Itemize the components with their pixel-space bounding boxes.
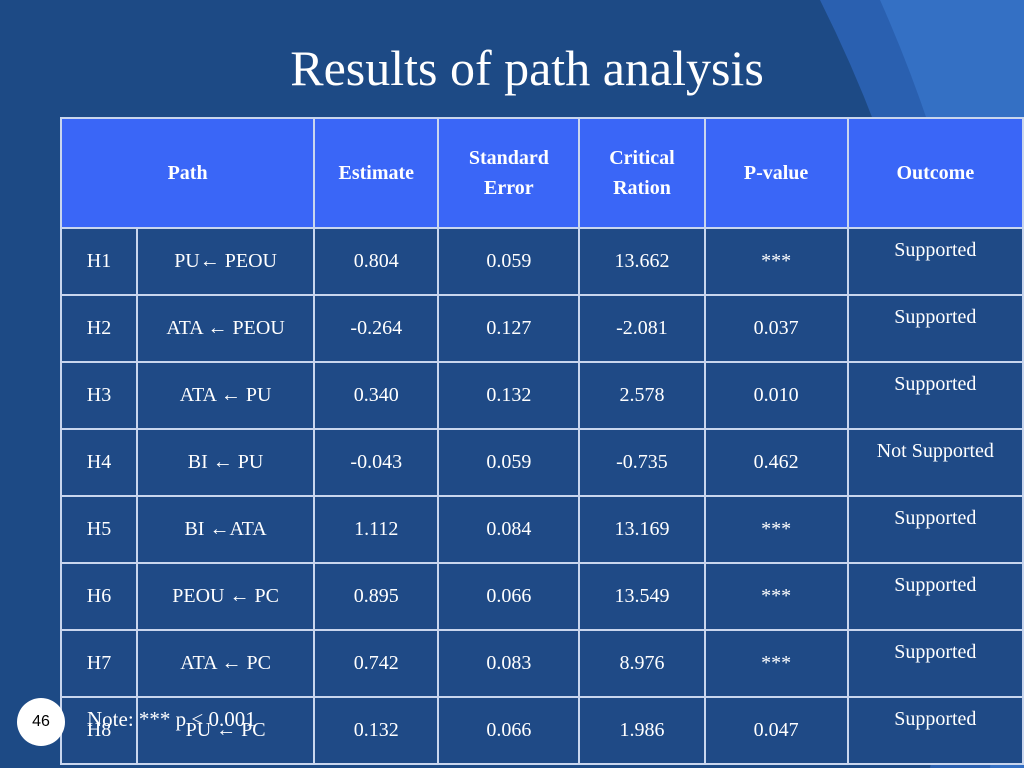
table-row: H1 PU← PEOU 0.804 0.059 13.662 *** Supported — [60, 227, 1024, 296]
note: Note: *** p < 0.001 — [87, 707, 256, 731]
page-number: 46 — [17, 698, 65, 746]
table-cell: 0.037 — [703, 294, 849, 363]
table-row: H8 PU ← PC 0.132 0.066 1.986 0.047 Supported — [60, 696, 1024, 765]
table-cell: -0.264 — [313, 294, 440, 363]
table-cell: 0.127 — [437, 294, 581, 363]
table-cell: 0.084 — [437, 495, 581, 564]
table-cell: 13.662 — [578, 227, 706, 296]
table-cell: 1.986 — [578, 696, 706, 765]
table-cell: ATA ← PC — [135, 629, 316, 698]
table-cell: *** — [703, 495, 849, 564]
table-body: H1 PU← PEOU 0.804 0.059 13.662 *** Supported H2… — [60, 227, 1024, 765]
table-cell: ATA ← PEOU — [135, 294, 316, 363]
table-cell: -2.081 — [578, 294, 706, 363]
table-cell: 0.462 — [703, 428, 849, 497]
table-cell: 0.340 — [313, 361, 440, 430]
table-cell: BI ←ATA — [135, 495, 316, 564]
table-row: H2 ATA ← PEOU -0.264 0.127 -2.081 0.037 Suppor… — [60, 294, 1024, 363]
table-cell: Supported — [846, 361, 1024, 430]
table-cell: 0.047 — [703, 696, 849, 765]
table-cell: 13.549 — [578, 562, 706, 631]
table-cell: 0.804 — [313, 227, 440, 296]
table-cell: *** — [703, 629, 849, 698]
table-row: H4 BI ← PU -0.043 0.059 -0.735 0.462 Not Suppo… — [60, 428, 1024, 497]
table-cell: PU ← PC — [135, 696, 316, 765]
header-cell: Estimate — [313, 117, 440, 229]
table-cell: 0.083 — [437, 629, 581, 698]
table-row: H5 BI ←ATA 1.112 0.084 13.169 *** Supported — [60, 495, 1024, 564]
table-cell: 8.976 — [578, 629, 706, 698]
header-cell: Critical Ration — [578, 117, 706, 229]
table-cell: *** — [703, 227, 849, 296]
header-cell: Standard Error — [437, 117, 581, 229]
table-cell: 0.895 — [313, 562, 440, 631]
table-cell: H5 — [60, 495, 138, 564]
table-cell: 0.059 — [437, 227, 581, 296]
table-cell: 0.066 — [437, 696, 581, 765]
results-table: Path Estimate Standard Error Critical Ratio… — [59, 117, 1024, 765]
table-row: H6 PEOU ← PC 0.895 0.066 13.549 *** Supported — [60, 562, 1024, 631]
table-cell: Supported — [846, 294, 1024, 363]
table-cell: H2 — [60, 294, 138, 363]
table-cell: -0.043 — [313, 428, 440, 497]
table-cell: 0.132 — [313, 696, 440, 765]
table-cell: 0.059 — [437, 428, 581, 497]
table-cell: H7 — [60, 629, 138, 698]
table-cell: Supported — [846, 562, 1024, 631]
table-cell: Supported — [846, 629, 1024, 698]
table-cell: 2.578 — [578, 361, 706, 430]
table-cell: ATA ← PU — [135, 361, 316, 430]
table-cell: Supported — [846, 495, 1024, 564]
table-cell: H3 — [60, 361, 138, 430]
table-cell: BI ← PU — [135, 428, 316, 497]
table-cell: 1.112 — [313, 495, 440, 564]
header-row: Path Estimate Standard Error Critical Ratio… — [59, 117, 1024, 229]
table-row: H3 ATA ← PU 0.340 0.132 2.578 0.010 Supported — [60, 361, 1024, 430]
table-cell: H4 — [60, 428, 138, 497]
header-cell: Path — [59, 117, 316, 229]
table-cell: 0.742 — [313, 629, 440, 698]
table-cell: Not Supported — [846, 428, 1024, 497]
table-cell: 13.169 — [578, 495, 706, 564]
table-cell: H1 — [60, 227, 138, 296]
table-row: H7 ATA ← PC 0.742 0.083 8.976 *** Supported — [60, 629, 1024, 698]
table-cell: PEOU ← PC — [135, 562, 316, 631]
title: Results of path analysis — [290, 40, 764, 96]
table-cell: 0.132 — [437, 361, 581, 430]
table-cell: PU← PEOU — [135, 227, 316, 296]
table-cell: *** — [703, 562, 849, 631]
table-cell: Supported — [846, 227, 1024, 296]
table-cell: Supported — [846, 696, 1024, 765]
table-cell: 0.066 — [437, 562, 581, 631]
table-cell: 0.010 — [703, 361, 849, 430]
header-cell: Outcome — [846, 117, 1024, 229]
header-cell: P-value — [703, 117, 849, 229]
table-cell: H6 — [60, 562, 138, 631]
table-cell: -0.735 — [578, 428, 706, 497]
